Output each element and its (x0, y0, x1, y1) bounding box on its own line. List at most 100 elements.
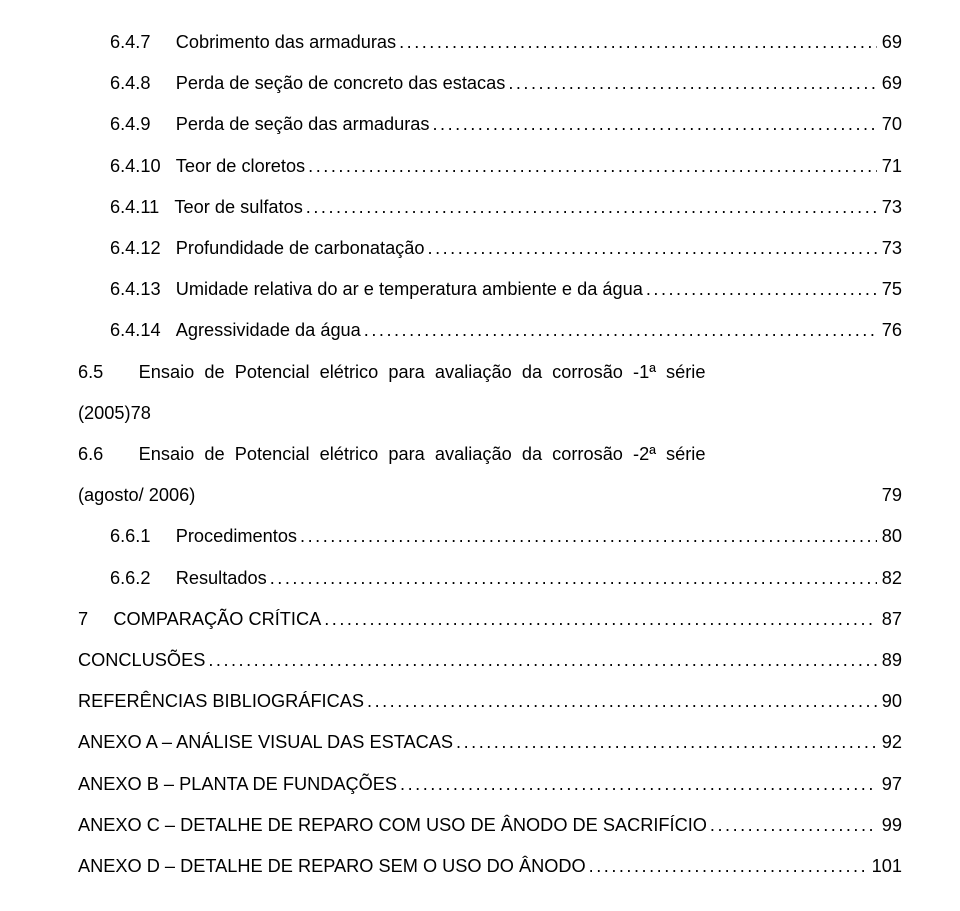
toc-gap (150, 28, 175, 56)
toc-page: 99 (877, 811, 902, 839)
toc-leader-dots: ........................................… (205, 646, 876, 674)
toc-title: ANEXO B – PLANTA DE FUNDAÇÕES (78, 770, 397, 798)
toc-title: Teor de sulfatos (174, 193, 302, 221)
toc-entry: 6.4.13 Umidade relativa do ar e temperat… (78, 275, 902, 303)
toc-leader-dots: ........................................… (643, 275, 877, 303)
toc-entry: 6.6.2 Resultados........................… (78, 564, 902, 592)
toc-page: 80 (877, 522, 902, 550)
toc-page: 73 (877, 234, 902, 262)
toc-title: CONCLUSÕES (78, 646, 205, 674)
toc-title: Resultados (176, 564, 267, 592)
toc-page: 97 (877, 770, 902, 798)
toc-page: 76 (877, 316, 902, 344)
toc-leader-dots: ........................................… (321, 605, 876, 633)
toc-leader-dots: ........................................… (425, 234, 877, 262)
toc-gap (161, 152, 176, 180)
toc-entry-line2: (2005)78 (78, 399, 902, 427)
toc-gap (150, 69, 175, 97)
toc-leader-dots: ........................................… (361, 316, 877, 344)
toc-page: 78 (131, 399, 151, 427)
toc-text: 6.5 Ensaio de Potencial elétrico para av… (78, 358, 705, 386)
toc-entry: 6.4.9 Perda de seção das armaduras......… (78, 110, 902, 138)
toc-leader-dots: ........................................… (364, 687, 877, 715)
toc-entry: 7 COMPARAÇÃO CRÍTICA....................… (78, 605, 902, 633)
toc-title: Perda de seção de concreto das estacas (176, 69, 506, 97)
toc-page: 69 (877, 69, 902, 97)
toc-continuation: (agosto/ 2006) (78, 481, 195, 509)
toc-leader-dots: ........................................… (397, 770, 877, 798)
toc-gap (161, 316, 176, 344)
toc-entry-line2: (agosto/ 2006) 79 (78, 481, 902, 509)
toc-entry-line1: 6.5 Ensaio de Potencial elétrico para av… (78, 358, 902, 386)
toc-number: 7 (78, 605, 88, 633)
toc-page: 90 (877, 687, 902, 715)
toc-page: 82 (877, 564, 902, 592)
toc-title: Agressividade da água (176, 316, 361, 344)
toc-entry: 6.6.1 Procedimentos.....................… (78, 522, 902, 550)
toc-entry: 6.4.12 Profundidade de carbonatação.....… (78, 234, 902, 262)
toc-entry: 6.4.7 Cobrimento das armaduras..........… (78, 28, 902, 56)
toc-title: Perda de seção das armaduras (176, 110, 430, 138)
toc-page: 75 (877, 275, 902, 303)
toc-page: 70 (877, 110, 902, 138)
toc-number: 6.4.11 (110, 193, 159, 221)
toc-number: 6.4.9 (110, 110, 150, 138)
toc-entry: ANEXO C – DETALHE DE REPARO COM USO DE Â… (78, 811, 902, 839)
toc-gap (161, 234, 176, 262)
toc-title: Teor de cloretos (176, 152, 305, 180)
toc-gap (88, 605, 113, 633)
toc-entry: 6.4.10 Teor de cloretos.................… (78, 152, 902, 180)
toc-number: 6.4.10 (110, 152, 161, 180)
toc-gap (159, 193, 174, 221)
toc-container: 6.4.7 Cobrimento das armaduras..........… (78, 28, 902, 880)
toc-page: 71 (877, 152, 902, 180)
toc-page: 89 (877, 646, 902, 674)
toc-page: 92 (877, 728, 902, 756)
toc-leader-dots: ........................................… (305, 152, 877, 180)
toc-number: 6.4.14 (110, 316, 161, 344)
toc-gap (150, 522, 175, 550)
toc-leader-dots: ........................................… (586, 852, 867, 880)
toc-title: COMPARAÇÃO CRÍTICA (113, 605, 321, 633)
toc-page: 87 (877, 605, 902, 633)
toc-entry: ANEXO A – ANÁLISE VISUAL DAS ESTACAS....… (78, 728, 902, 756)
toc-number: 6.6.2 (110, 564, 150, 592)
toc-number: 6.4.8 (110, 69, 150, 97)
toc-entry: 6.4.14 Agressividade da água............… (78, 316, 902, 344)
toc-gap (161, 275, 176, 303)
toc-leader-dots: ........................................… (707, 811, 877, 839)
toc-leader-dots: ........................................… (429, 110, 876, 138)
toc-title: ANEXO D – DETALHE DE REPARO SEM O USO DO… (78, 852, 586, 880)
toc-title: Profundidade de carbonatação (176, 234, 425, 262)
toc-entry: ANEXO D – DETALHE DE REPARO SEM O USO DO… (78, 852, 902, 880)
toc-page: 73 (877, 193, 902, 221)
toc-title: Cobrimento das armaduras (176, 28, 396, 56)
toc-entry: CONCLUSÕES..............................… (78, 646, 902, 674)
toc-continuation: (2005) (78, 399, 131, 427)
toc-title: ANEXO C – DETALHE DE REPARO COM USO DE Â… (78, 811, 707, 839)
toc-title: Procedimentos (176, 522, 297, 550)
toc-gap (150, 564, 175, 592)
toc-number: 6.4.7 (110, 28, 150, 56)
toc-gap (150, 110, 175, 138)
toc-page: 69 (877, 28, 902, 56)
toc-number: 6.4.12 (110, 234, 161, 262)
toc-leader-dots: ........................................… (453, 728, 877, 756)
toc-leader-dots: ........................................… (396, 28, 877, 56)
toc-number: 6.6.1 (110, 522, 150, 550)
toc-entry-line1: 6.6 Ensaio de Potencial elétrico para av… (78, 440, 902, 468)
toc-text: 6.6 Ensaio de Potencial elétrico para av… (78, 440, 705, 468)
toc-entry: 6.4.8 Perda de seção de concreto das est… (78, 69, 902, 97)
toc-title: ANEXO A – ANÁLISE VISUAL DAS ESTACAS (78, 728, 453, 756)
toc-leader-dots: ........................................… (303, 193, 877, 221)
toc-page: 79 (882, 481, 902, 509)
toc-number: 6.4.13 (110, 275, 161, 303)
toc-leader-dots: ........................................… (505, 69, 876, 97)
toc-entry: REFERÊNCIAS BIBLIOGRÁFICAS..............… (78, 687, 902, 715)
toc-page: 101 (867, 852, 902, 880)
toc-entry: ANEXO B – PLANTA DE FUNDAÇÕES...........… (78, 770, 902, 798)
toc-title: Umidade relativa do ar e temperatura amb… (176, 275, 643, 303)
toc-leader-dots: ........................................… (267, 564, 877, 592)
toc-leader-dots: ........................................… (297, 522, 877, 550)
toc-entry: 6.4.11 Teor de sulfatos.................… (78, 193, 902, 221)
